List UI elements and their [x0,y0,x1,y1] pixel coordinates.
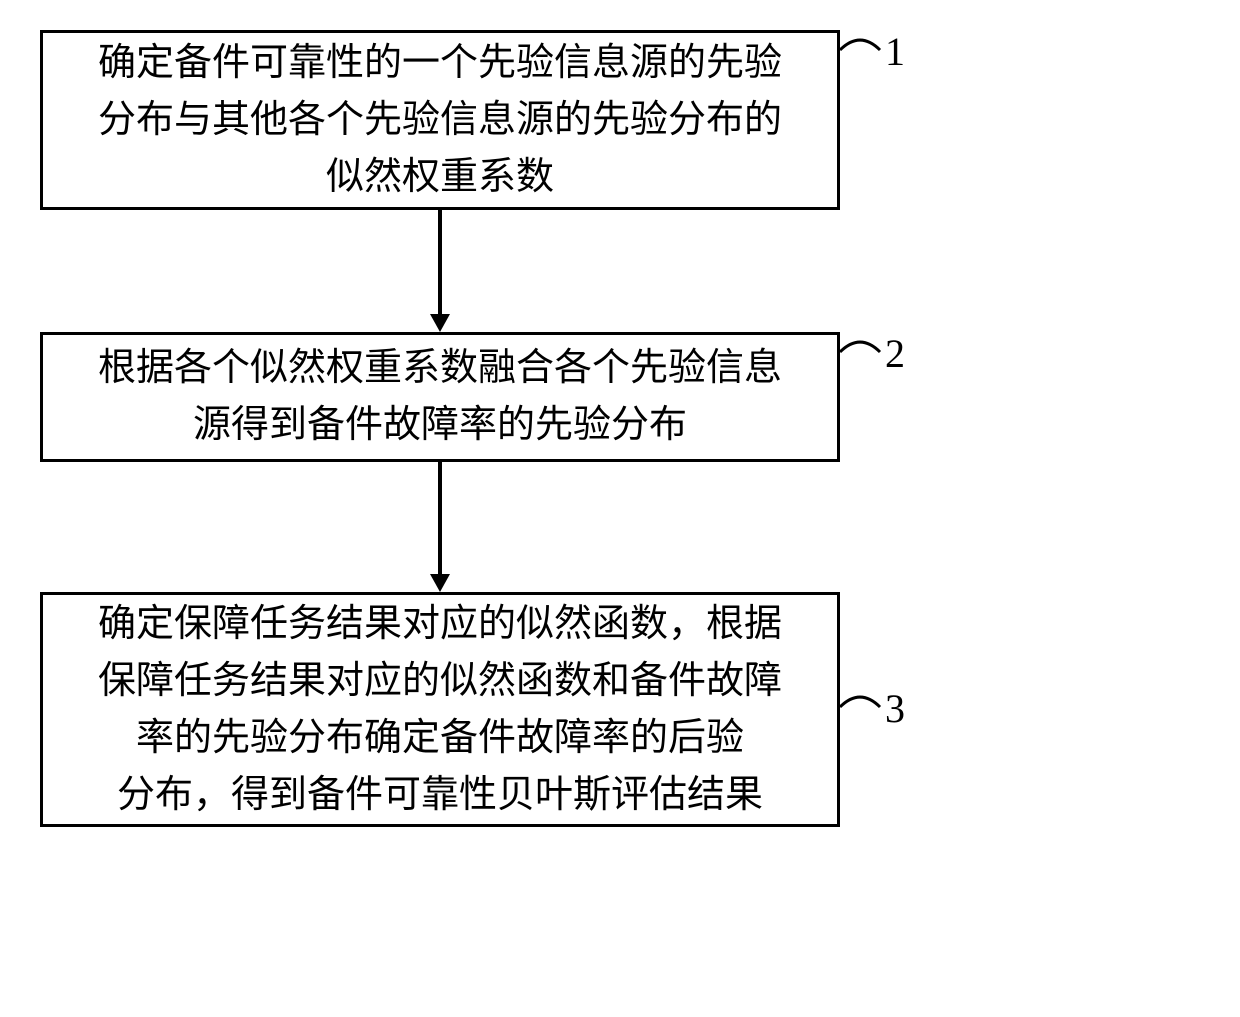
flow-box-1-text: 确定备件可靠性的一个先验信息源的先验 分布与其他各个先验信息源的先验分布的 似然… [98,35,782,206]
flowchart-container: 确定备件可靠性的一个先验信息源的先验 分布与其他各个先验信息源的先验分布的 似然… [0,0,1240,1017]
arrow-line-1 [438,210,442,315]
flow-box-3: 确定保障任务结果对应的似然函数，根据 保障任务结果对应的似然函数和备件故障 率的… [40,592,840,827]
flow-box-2-text: 根据各个似然权重系数融合各个先验信息 源得到备件故障率的先验分布 [98,340,782,454]
label-2: 2 [885,330,905,377]
curve-connector-3 [840,677,890,717]
label-1: 1 [885,28,905,75]
curve-connector-2 [840,322,890,362]
curve-connector-1 [840,20,890,60]
flow-box-3-text: 确定保障任务结果对应的似然函数，根据 保障任务结果对应的似然函数和备件故障 率的… [98,596,782,824]
arrow-head-2 [430,574,450,592]
arrow-head-1 [430,314,450,332]
flow-box-2: 根据各个似然权重系数融合各个先验信息 源得到备件故障率的先验分布 [40,332,840,462]
flow-box-1: 确定备件可靠性的一个先验信息源的先验 分布与其他各个先验信息源的先验分布的 似然… [40,30,840,210]
label-3: 3 [885,685,905,732]
arrow-line-2 [438,462,442,574]
